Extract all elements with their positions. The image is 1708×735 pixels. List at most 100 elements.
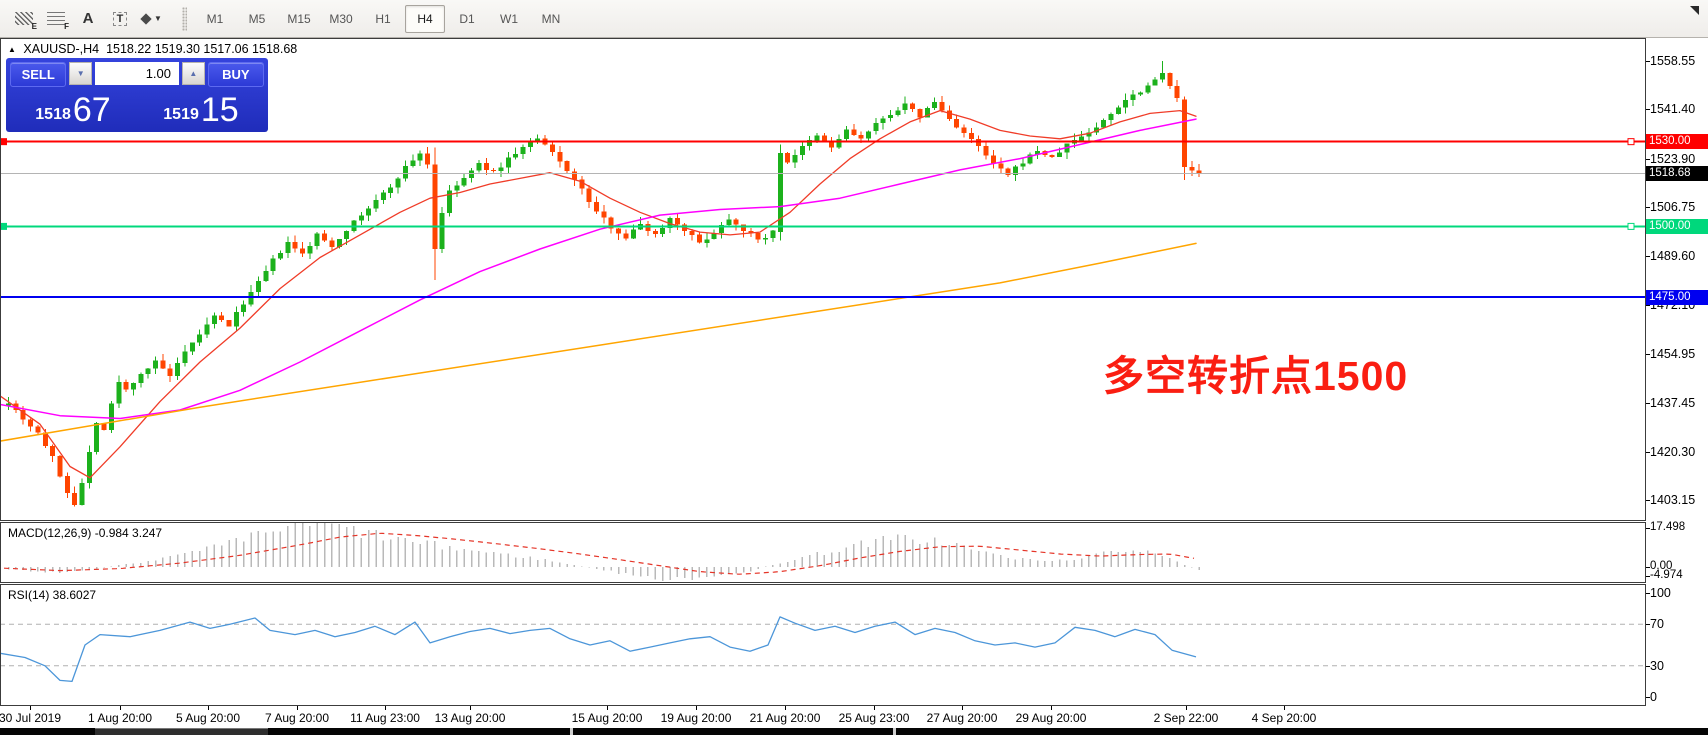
symbol-collapse-icon[interactable]: ▲ — [8, 45, 16, 54]
candle — [557, 152, 563, 162]
timeframe-button-M15[interactable]: M15 — [287, 11, 311, 26]
candle — [476, 162, 482, 171]
candle — [799, 145, 805, 155]
candle — [248, 291, 254, 305]
rsi-axis-label: 100 — [1650, 586, 1671, 600]
rsi-panel-layer — [1, 616, 1644, 683]
candle — [917, 108, 923, 118]
candle — [895, 110, 901, 116]
candle — [130, 383, 136, 390]
candle — [1152, 79, 1158, 86]
candle — [579, 179, 585, 189]
candle — [652, 230, 658, 235]
timeframe-group: M1 M5 M15 M30 H1 H4 D1 W1 MN — [195, 4, 571, 33]
candle — [395, 178, 401, 188]
tool-badge: F — [64, 21, 69, 31]
timeframe-button-M5[interactable]: M5 — [248, 11, 266, 26]
candle — [380, 192, 386, 201]
candle — [770, 230, 776, 238]
date-tick — [1284, 706, 1285, 710]
timeframe-button-MN[interactable]: MN — [541, 11, 561, 26]
candle — [888, 115, 893, 119]
volume-input[interactable] — [95, 62, 179, 85]
candle — [865, 131, 871, 139]
timeframe-button-M1[interactable]: M1 — [206, 11, 224, 26]
date-tick-label: 7 Aug 20:00 — [264, 711, 330, 725]
candle — [873, 122, 879, 132]
date-tick-label: 5 Aug 20:00 — [175, 711, 241, 725]
candle — [197, 334, 203, 343]
date-tick-label: 15 Aug 20:00 — [571, 711, 643, 725]
candle — [968, 133, 974, 139]
taskbar-segment — [95, 728, 268, 735]
candle — [792, 155, 798, 163]
candle — [153, 360, 158, 369]
timeframe-button-H1[interactable]: H1 — [375, 11, 391, 26]
text-label-icon: T — [112, 11, 128, 26]
date-tick — [1051, 706, 1052, 710]
candle — [226, 320, 232, 327]
candle — [64, 476, 70, 493]
candle — [138, 374, 144, 384]
date-tick — [208, 706, 209, 710]
arrow-objects-tool[interactable]: ▼ — [136, 5, 168, 33]
date-tick-label: 13 Aug 20:00 — [434, 711, 506, 725]
text-tool[interactable]: A — [72, 5, 104, 33]
buy-button[interactable]: BUY — [207, 62, 264, 87]
date-tick-label: 19 Aug 20:00 — [660, 711, 732, 725]
candle — [1027, 154, 1033, 164]
price-tick — [1646, 207, 1650, 209]
candle — [270, 258, 276, 272]
volume-decrease-button[interactable]: ▼ — [69, 62, 92, 85]
equidistant-channel-icon — [15, 12, 33, 25]
sell-price-block[interactable]: 1518 67 — [10, 88, 136, 128]
candle — [314, 233, 320, 246]
candle — [6, 403, 11, 406]
candle — [439, 213, 445, 249]
timeframe-button-M30[interactable]: M30 — [329, 11, 353, 26]
arrows-icon — [140, 12, 152, 25]
candle — [814, 135, 820, 141]
candle — [1174, 85, 1180, 99]
candle — [821, 135, 827, 142]
toolbar-overflow-icon[interactable] — [1690, 6, 1699, 15]
candle — [469, 170, 474, 179]
candle — [410, 160, 416, 166]
candle — [696, 234, 702, 243]
candle — [447, 190, 452, 214]
symbol-timeframe-label: XAUUSD-,H4 — [23, 42, 100, 56]
chart-annotation-text: 多空转折点1500 — [1103, 353, 1409, 399]
candle — [513, 154, 519, 158]
price-tick-label: 1558.55 — [1650, 54, 1696, 68]
candle — [189, 342, 195, 352]
date-tick-label: 29 Aug 20:00 — [1015, 711, 1087, 725]
timeframe-button-D1[interactable]: D1 — [459, 11, 475, 26]
chart-title: ▲ XAUUSD-,H4 1518.22 1519.30 1517.06 151… — [8, 42, 297, 56]
candle — [990, 155, 996, 164]
candle — [755, 233, 761, 240]
buy-price-block[interactable]: 1519 15 — [138, 88, 264, 128]
toolbar-drag-handle[interactable] — [182, 6, 187, 31]
candle — [424, 153, 430, 165]
fibonacci-retracement-tool[interactable]: F — [40, 5, 72, 33]
candle — [402, 165, 408, 179]
volume-increase-button[interactable]: ▲ — [182, 62, 205, 85]
candle — [1130, 94, 1136, 100]
candle — [1115, 107, 1121, 114]
price-tick-label: 1489.60 — [1650, 248, 1696, 263]
sell-button[interactable]: SELL — [10, 62, 67, 87]
candle — [902, 103, 908, 111]
text-label-tool[interactable]: T — [104, 5, 136, 33]
equidistant-channel-tool[interactable]: E — [8, 5, 40, 33]
sell-price-big: 67 — [72, 91, 111, 130]
macd-axis-label: 17.498 — [1650, 521, 1686, 533]
timeframe-button-H4[interactable]: H4 — [405, 4, 445, 33]
candle — [50, 446, 56, 457]
candle — [1079, 136, 1085, 141]
candle — [704, 239, 710, 243]
candle — [1035, 150, 1040, 155]
timeframe-button-W1[interactable]: W1 — [500, 11, 518, 26]
hline-left-anchor — [0, 222, 7, 230]
